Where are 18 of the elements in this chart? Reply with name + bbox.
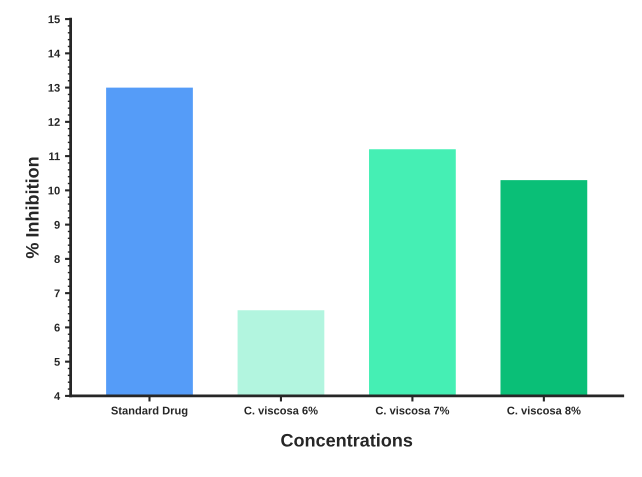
y-tick-label: 13 xyxy=(48,84,60,92)
x-tick-label: C. viscosa 7% xyxy=(376,406,450,414)
x-tick-label: C. viscosa 8% xyxy=(507,406,581,414)
y-tick-label: 15 xyxy=(48,15,60,24)
x-axis-title: Concentrations xyxy=(281,433,412,447)
y-tick-label: 5 xyxy=(54,358,60,366)
x-tick-label: Standard Drug xyxy=(111,406,188,417)
y-tick-label: 9 xyxy=(54,220,60,229)
y-tick-label: 7 xyxy=(54,290,60,298)
y-tick-label: 11 xyxy=(49,152,60,160)
y-tick-label: 4 xyxy=(54,392,60,400)
y-tick-label: 14 xyxy=(48,50,60,58)
y-tick-label: 6 xyxy=(54,324,60,332)
y-tick-label: 10 xyxy=(48,186,60,194)
y-tick-label: 12 xyxy=(48,118,60,126)
y-axis-title: % Inhibition xyxy=(25,157,39,258)
x-tick-label: C. viscosa 6% xyxy=(244,406,318,414)
y-tick-label: 8 xyxy=(54,255,60,264)
